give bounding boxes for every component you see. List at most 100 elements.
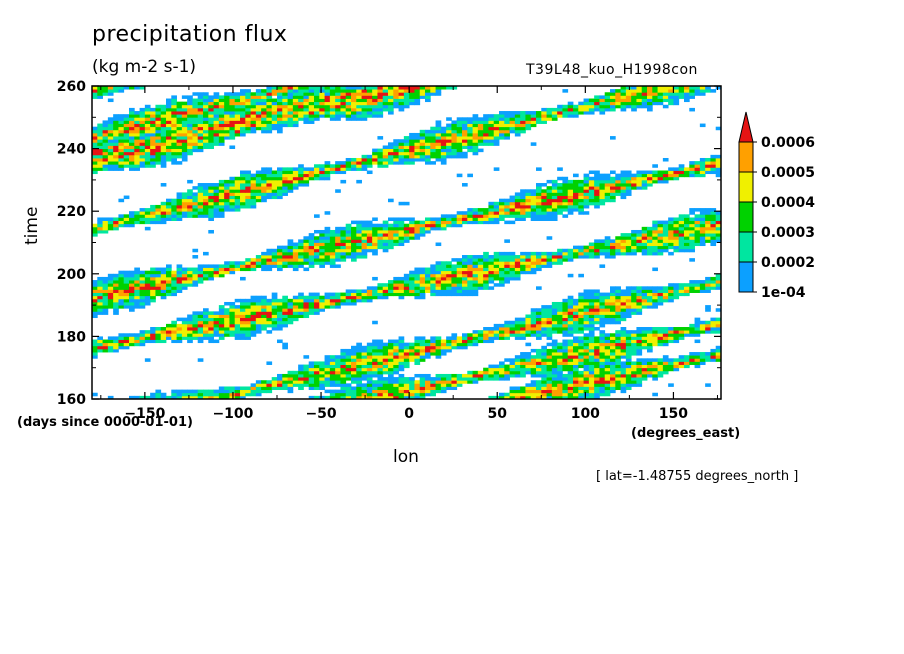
precip-cell	[610, 192, 616, 196]
precip-cell	[229, 311, 236, 315]
precip-cell	[710, 229, 717, 234]
precip-cell	[599, 367, 606, 372]
precip-cell	[240, 189, 246, 193]
precip-cell	[319, 370, 325, 375]
precip-cell	[129, 342, 135, 347]
precip-cell	[594, 364, 600, 369]
precip-cell	[298, 386, 304, 391]
precip-cell	[292, 170, 299, 175]
precip-cell	[446, 280, 452, 284]
precip-cell	[393, 145, 399, 149]
precip-cell	[261, 267, 267, 272]
precip-cell	[255, 261, 262, 265]
precip-cell	[298, 255, 304, 259]
precip-cell	[203, 211, 209, 215]
precip-cell	[181, 107, 188, 112]
precip-cell	[636, 229, 643, 234]
precip-cell	[388, 383, 394, 387]
precip-cell	[493, 367, 500, 372]
precip-cell	[224, 392, 230, 397]
precip-cell	[599, 355, 606, 359]
precip-cell	[160, 211, 167, 215]
precip-cell	[314, 308, 320, 312]
precip-cell	[197, 273, 204, 278]
precip-cell	[588, 370, 595, 375]
precip-cell	[298, 101, 304, 106]
precip-cell	[351, 233, 357, 237]
precip-cell	[504, 129, 510, 134]
precip-cell	[641, 358, 648, 362]
precip-cell	[641, 104, 648, 109]
precip-cell	[493, 204, 500, 209]
precip-cell	[467, 139, 473, 143]
precip-cell	[234, 126, 241, 131]
precip-cell	[557, 176, 563, 181]
precip-cell	[97, 145, 103, 149]
precip-cell	[107, 120, 114, 124]
precip-cell	[493, 211, 500, 215]
precip-cell	[472, 220, 479, 225]
precip-cell	[292, 295, 299, 300]
precip-cell	[366, 104, 373, 109]
precip-cell	[641, 377, 648, 381]
precip-cell	[594, 289, 600, 293]
precip-cell	[403, 136, 410, 140]
precip-cell	[118, 305, 125, 309]
precip-cell	[255, 323, 262, 328]
precip-cell	[636, 236, 643, 240]
precip-cell	[240, 305, 246, 309]
precip-cell	[414, 136, 421, 140]
precip-cell	[403, 283, 410, 287]
precip-cell	[509, 198, 516, 203]
precip-cell	[324, 173, 331, 178]
precip-cell	[208, 123, 214, 128]
precip-cell	[229, 323, 236, 328]
precip-cell	[308, 258, 315, 262]
precip-cell	[319, 308, 325, 312]
precip-cell	[139, 298, 146, 303]
precip-cell	[414, 352, 421, 356]
precip-cell	[340, 245, 347, 250]
precip-cell	[604, 248, 611, 253]
precip-cell	[144, 289, 151, 293]
precip-cell	[245, 98, 251, 103]
precip-cell	[615, 358, 621, 362]
precip-cell	[541, 383, 547, 387]
precip-cell	[636, 248, 643, 253]
precip-cell	[594, 314, 600, 319]
precip-cell	[636, 345, 643, 350]
precip-cell	[218, 314, 225, 319]
precip-cell	[240, 117, 246, 121]
precip-cell	[578, 358, 584, 362]
precip-cell	[462, 280, 468, 284]
precip-cell	[578, 323, 584, 328]
precip-cell	[694, 161, 701, 165]
precip-cell	[197, 183, 204, 187]
precip-cell	[699, 327, 706, 331]
precip-cell	[631, 242, 637, 247]
precip-cell	[615, 98, 621, 103]
precip-cell	[573, 361, 579, 365]
precip-cell	[144, 104, 151, 109]
precip-cell	[181, 204, 188, 209]
precip-cell	[282, 192, 288, 196]
precip-cell	[150, 107, 156, 112]
precip-cell	[155, 270, 162, 275]
precip-cell	[641, 292, 648, 297]
precip-cell	[509, 333, 516, 337]
precip-cell	[583, 348, 590, 353]
precip-cell	[314, 251, 320, 256]
precip-cell	[472, 270, 479, 275]
precip-cell	[382, 342, 389, 347]
precip-cell	[139, 273, 146, 278]
precip-cell	[631, 239, 637, 243]
precip-cell	[647, 183, 653, 187]
precip-cell	[240, 333, 246, 337]
precip-cell	[366, 289, 373, 293]
precip-cell	[102, 145, 109, 149]
precip-cell	[514, 317, 521, 322]
precip-cell	[451, 373, 458, 378]
precip-cell	[467, 380, 473, 384]
precip-cell	[240, 123, 246, 128]
precip-cell	[218, 126, 225, 131]
